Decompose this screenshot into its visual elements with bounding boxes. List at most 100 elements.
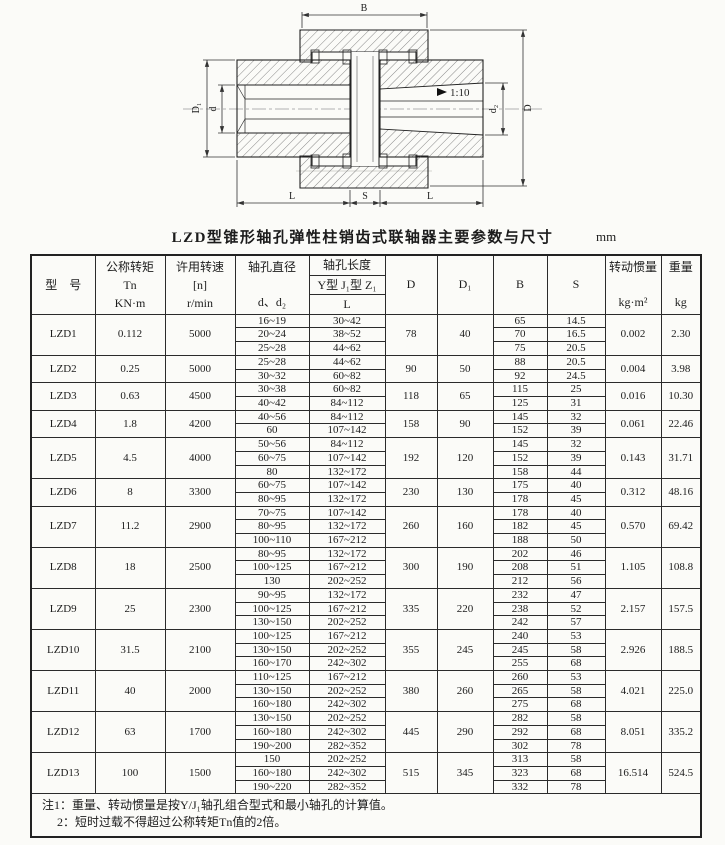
bore-cell: 40~56: [234, 409, 310, 425]
length-cell: 202~252: [308, 711, 386, 726]
dim-D: D: [523, 104, 534, 111]
torque-cell: 31.5: [94, 628, 166, 672]
bore-cell: 20~24: [234, 327, 310, 343]
table-footer: 注1：重量、转动惯量是按Y/J₁轴孔组合型式和最小轴孔的计算值。 2：短时过载不…: [30, 793, 702, 838]
S-cell: 44: [546, 464, 606, 480]
B-cell: 292: [492, 724, 548, 740]
dim-B: B: [361, 3, 368, 14]
B-cell: 65: [492, 313, 548, 329]
inertia-cell: 0.004: [604, 354, 662, 384]
S-cell: 52: [546, 601, 606, 617]
inertia-cell: 0.312: [604, 478, 662, 507]
D-cell: 230: [384, 478, 438, 507]
weight-cell: 335.2: [660, 711, 702, 754]
B-cell: 182: [492, 519, 548, 535]
upper-sleeve: [299, 29, 429, 63]
model-cell: LZD6: [30, 478, 96, 507]
table-row: LZD2 0.25 5000 25~28 44~62 90 50 88 20.5 0.004 3.9…: [30, 354, 702, 384]
D1-cell: 245: [436, 628, 494, 672]
dim-d: d: [208, 107, 219, 112]
table-row: LZD8 18 2500 80~95 132~172 300 190 202 46 1.105 10…: [30, 546, 702, 589]
D1-cell: 345: [436, 752, 494, 795]
model-cell: LZD5: [30, 437, 96, 480]
inertia-cell: 2.926: [604, 628, 662, 672]
B-cell: 75: [492, 341, 548, 356]
dim-D1: D₁: [191, 103, 202, 114]
table-row: 60~75 107~142 152 39: [31, 450, 701, 466]
bore-cell: 90~95: [234, 587, 310, 603]
table-row: 160~170 242~302 255 68: [31, 656, 701, 672]
table-row: 80~95 132~172 182 45: [31, 519, 701, 535]
header-model: 型 号: [30, 254, 96, 315]
length-cell: 107~142: [308, 478, 386, 493]
table-row: 160~180 242~302 323 68: [31, 765, 701, 781]
dim-S: S: [362, 191, 368, 202]
header-length: 轴孔长度 Y型 J₁型 Z₁ L: [308, 254, 386, 315]
torque-cell: 25: [94, 587, 166, 630]
pin-column: [350, 52, 380, 166]
D-cell: 335: [384, 587, 438, 630]
D1-cell: 50: [436, 354, 494, 384]
speed-cell: 2900: [164, 505, 236, 548]
D-cell: 158: [384, 409, 438, 439]
model-cell: LZD1: [30, 313, 96, 356]
bore-cell: 30~32: [234, 368, 310, 384]
speed-cell: 3300: [164, 478, 236, 507]
model-cell: LZD12: [30, 711, 96, 754]
table-row: 160~180 242~302 292 68: [31, 724, 701, 740]
torque-cell: 0.25: [94, 354, 166, 384]
bore-cell: 60: [234, 423, 310, 439]
D1-cell: 40: [436, 313, 494, 356]
torque-cell: 0.112: [94, 313, 166, 356]
length-cell: 132~172: [308, 519, 386, 535]
S-cell: 58: [546, 642, 606, 658]
table-row: LZD1 0.112 5000 16~19 30~42 78 40 65 14.5 0.002 2.…: [30, 313, 702, 356]
S-cell: 53: [546, 628, 606, 644]
S-cell: 68: [546, 656, 606, 672]
length-cell: 60~82: [308, 368, 386, 384]
page-title: LZD型锥形轴孔弹性柱销齿式联轴器主要参数与尺寸: [171, 230, 554, 246]
B-cell: 260: [492, 670, 548, 685]
S-cell: 78: [546, 738, 606, 754]
S-cell: 68: [546, 724, 606, 740]
S-cell: 68: [546, 765, 606, 781]
bore-cell: 190~200: [234, 738, 310, 754]
weight-cell: 157.5: [660, 587, 702, 630]
speed-cell: 5000: [164, 313, 236, 356]
bore-cell: 50~56: [234, 437, 310, 452]
S-cell: 14.5: [546, 313, 606, 329]
speed-cell: 4000: [164, 437, 236, 480]
table-row: LZD3 0.63 4500 30~38 60~82 118 65 115 25 0.016 10.…: [30, 382, 702, 411]
speed-cell: 1500: [164, 752, 236, 795]
bore-cell: 60~75: [234, 450, 310, 466]
length-cell: 30~42: [308, 313, 386, 329]
weight-cell: 22.46: [660, 409, 702, 439]
D1-cell: 160: [436, 505, 494, 548]
S-cell: 78: [546, 779, 606, 795]
S-cell: 58: [546, 683, 606, 699]
speed-cell: 2000: [164, 670, 236, 713]
parameters-table: 型 号 公称转矩 Tn KN·m 许用转速 [n] r/min 轴孔直径 d、d: [30, 254, 702, 839]
torque-cell: 0.63: [94, 382, 166, 411]
note-2: 2：短时过载不得超过公称转矩Tn值的2倍。: [57, 815, 287, 830]
B-cell: 178: [492, 505, 548, 521]
S-cell: 58: [546, 711, 606, 726]
speed-cell: 2100: [164, 628, 236, 672]
table-row: LZD9 25 2300 90~95 132~172 335 220 232 47 2.157 15…: [30, 587, 702, 630]
bore-cell: 80~95: [234, 491, 310, 507]
torque-cell: 4.5: [94, 437, 166, 480]
S-cell: 68: [546, 697, 606, 713]
length-cell: 202~252: [308, 574, 386, 589]
header-torque: 公称转矩 Tn KN·m: [94, 254, 166, 315]
table-row: 30~32 60~82 92 24.5: [31, 368, 701, 384]
bore-cell: 130~150: [234, 642, 310, 658]
bore-cell: 160~180: [234, 697, 310, 713]
table-row: 190~220 282~352 332 78: [31, 779, 701, 795]
table-row: LZD4 1.8 4200 40~56 84~112 158 90 145 32 0.061 22.…: [30, 409, 702, 439]
bore-cell: 30~38: [234, 382, 310, 397]
B-cell: 188: [492, 533, 548, 548]
model-cell: LZD10: [30, 628, 96, 672]
inertia-cell: 4.021: [604, 670, 662, 713]
B-cell: 323: [492, 765, 548, 781]
bore-cell: 25~28: [234, 354, 310, 370]
